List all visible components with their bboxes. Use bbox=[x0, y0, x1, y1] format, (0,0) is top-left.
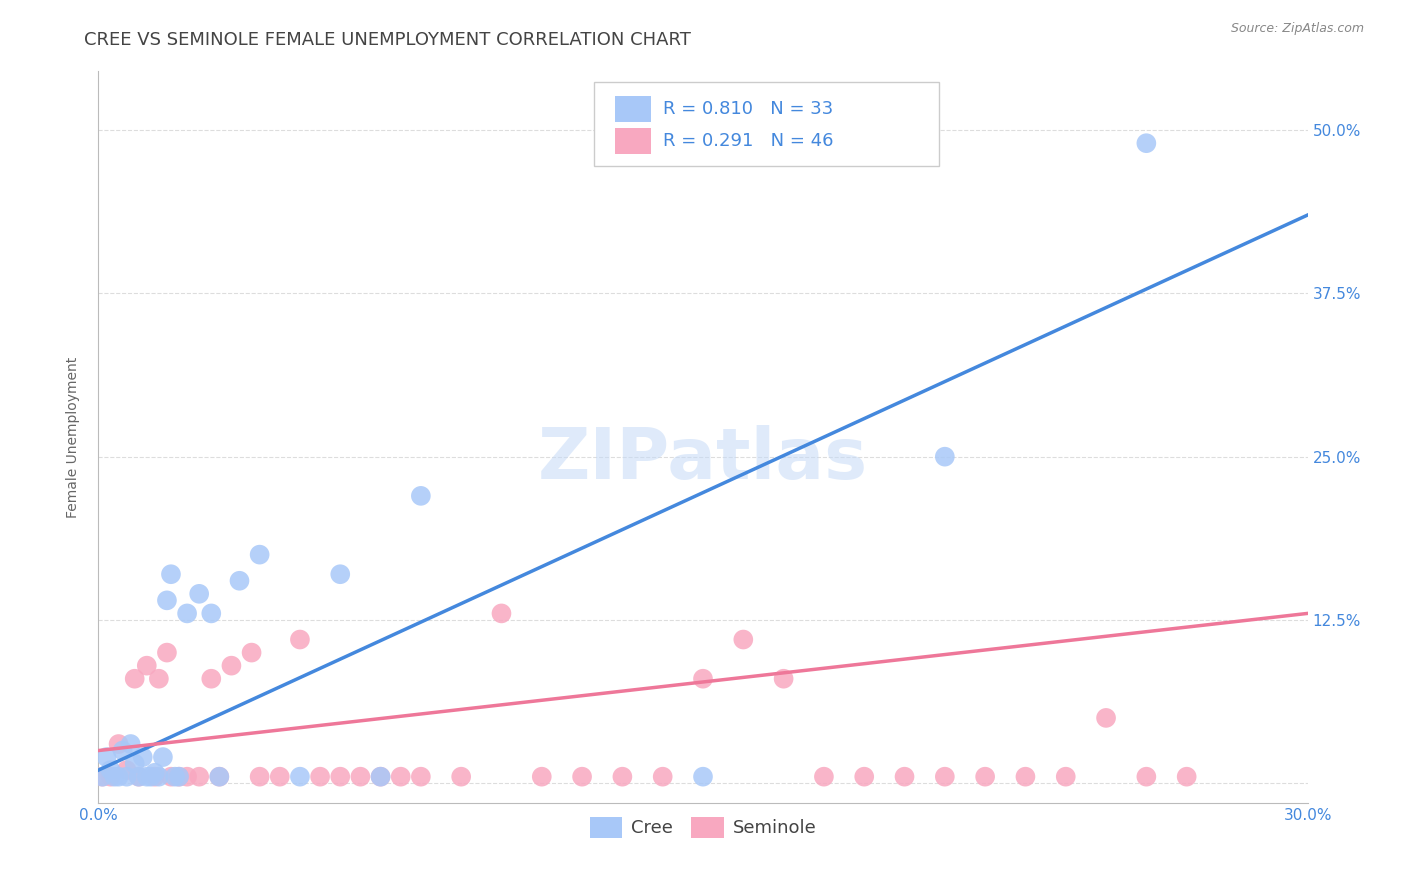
Point bbox=[853, 770, 876, 784]
Point bbox=[370, 770, 392, 784]
Point bbox=[288, 632, 311, 647]
Point bbox=[143, 765, 166, 780]
Point bbox=[692, 770, 714, 784]
Point bbox=[692, 672, 714, 686]
Point bbox=[491, 607, 513, 621]
Point bbox=[128, 770, 150, 784]
Point bbox=[176, 770, 198, 784]
Bar bbox=[614, 95, 651, 122]
Point bbox=[160, 567, 183, 582]
Point bbox=[115, 763, 138, 777]
Point bbox=[135, 770, 157, 784]
Point bbox=[934, 770, 956, 784]
Point bbox=[148, 770, 170, 784]
Bar bbox=[614, 128, 651, 154]
Text: CREE VS SEMINOLE FEMALE UNEMPLOYMENT CORRELATION CHART: CREE VS SEMINOLE FEMALE UNEMPLOYMENT COR… bbox=[84, 31, 692, 49]
Text: ZIPatlas: ZIPatlas bbox=[538, 425, 868, 493]
Point bbox=[163, 770, 186, 784]
Point bbox=[96, 750, 118, 764]
Point bbox=[91, 770, 114, 784]
Point bbox=[167, 770, 190, 784]
Point bbox=[1095, 711, 1118, 725]
Point bbox=[612, 770, 634, 784]
Point bbox=[249, 548, 271, 562]
Point bbox=[1014, 770, 1036, 784]
Point bbox=[389, 770, 412, 784]
Point bbox=[91, 770, 114, 784]
Point bbox=[1135, 136, 1157, 151]
Point bbox=[132, 750, 155, 764]
Text: Source: ZipAtlas.com: Source: ZipAtlas.com bbox=[1230, 22, 1364, 36]
Point bbox=[813, 770, 835, 784]
Point bbox=[100, 763, 122, 777]
Point bbox=[103, 770, 125, 784]
Point bbox=[107, 770, 129, 784]
Point bbox=[124, 756, 146, 771]
Point bbox=[124, 672, 146, 686]
Point bbox=[651, 770, 673, 784]
Point bbox=[152, 750, 174, 764]
Point bbox=[188, 587, 211, 601]
Point bbox=[200, 607, 222, 621]
Point bbox=[160, 770, 183, 784]
FancyBboxPatch shape bbox=[595, 82, 939, 167]
Point bbox=[208, 770, 231, 784]
Point bbox=[115, 770, 138, 784]
Text: R = 0.810   N = 33: R = 0.810 N = 33 bbox=[664, 100, 834, 118]
Point bbox=[228, 574, 250, 588]
Point bbox=[772, 672, 794, 686]
Point bbox=[208, 770, 231, 784]
Point bbox=[100, 770, 122, 784]
Point bbox=[530, 770, 553, 784]
Point bbox=[934, 450, 956, 464]
Point bbox=[111, 743, 134, 757]
Point bbox=[409, 770, 432, 784]
Point bbox=[288, 770, 311, 784]
Point bbox=[143, 770, 166, 784]
Point bbox=[1054, 770, 1077, 784]
Point bbox=[148, 672, 170, 686]
Point bbox=[893, 770, 915, 784]
Text: R = 0.291   N = 46: R = 0.291 N = 46 bbox=[664, 132, 834, 150]
Point bbox=[349, 770, 371, 784]
Point bbox=[221, 658, 243, 673]
Point bbox=[370, 770, 392, 784]
Point bbox=[309, 770, 332, 784]
Y-axis label: Female Unemployment: Female Unemployment bbox=[66, 357, 80, 517]
Point bbox=[135, 658, 157, 673]
Point bbox=[571, 770, 593, 784]
Point bbox=[450, 770, 472, 784]
Point bbox=[269, 770, 291, 784]
Point bbox=[329, 770, 352, 784]
Legend: Cree, Seminole: Cree, Seminole bbox=[582, 810, 824, 845]
Point bbox=[974, 770, 997, 784]
Point bbox=[409, 489, 432, 503]
Point bbox=[120, 737, 142, 751]
Point bbox=[249, 770, 271, 784]
Point bbox=[128, 770, 150, 784]
Point bbox=[1175, 770, 1198, 784]
Point bbox=[176, 607, 198, 621]
Point bbox=[200, 672, 222, 686]
Point bbox=[733, 632, 755, 647]
Point bbox=[240, 646, 263, 660]
Point bbox=[329, 567, 352, 582]
Point bbox=[139, 770, 162, 784]
Point bbox=[188, 770, 211, 784]
Point bbox=[156, 593, 179, 607]
Point bbox=[167, 770, 190, 784]
Point bbox=[107, 737, 129, 751]
Point bbox=[1135, 770, 1157, 784]
Point bbox=[156, 646, 179, 660]
